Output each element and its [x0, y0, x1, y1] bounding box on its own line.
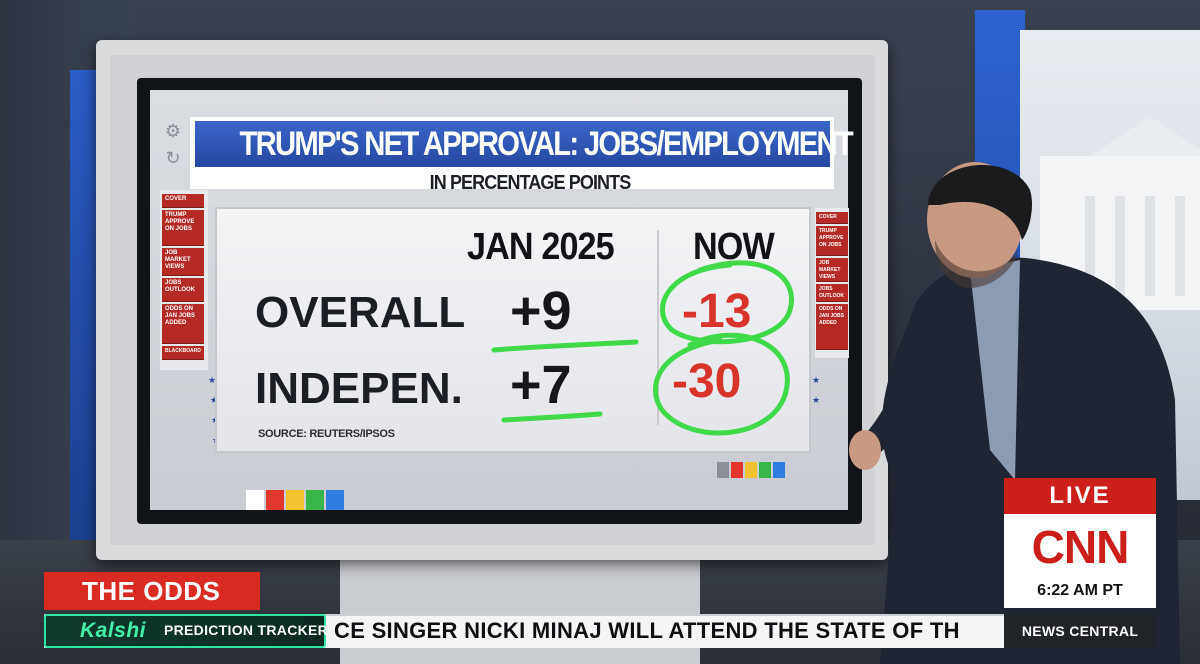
kalshi-badge	[44, 614, 326, 648]
presenter-hand	[849, 430, 881, 470]
value-independents-now: -30	[672, 355, 742, 408]
star-icon: ★	[208, 375, 217, 385]
value-independents-jan-2025: +7	[510, 355, 572, 415]
white-house-column	[1085, 196, 1095, 296]
presenter-hair	[928, 164, 1033, 240]
column-header-jan-2025: JAN 2025	[467, 226, 615, 268]
color-swatch-blue[interactable]	[326, 490, 344, 510]
white-house-column	[1175, 196, 1185, 296]
live-badge: LIVE	[1004, 478, 1156, 514]
right-menu-item-odds[interactable]: ODDS ON JAN JOBS ADDED	[816, 304, 848, 350]
left-menu-item-job-market[interactable]: JOB MARKET VIEWS	[162, 248, 204, 276]
presenter-arm	[860, 340, 945, 460]
right-menu-item-jobs-outlook[interactable]: JOBS OUTLOOK	[816, 284, 848, 302]
right-menu-item-job-market[interactable]: JOB MARKET VIEWS	[816, 258, 848, 282]
color-swatch-red[interactable]	[731, 462, 743, 478]
left-menu-item-blackboard[interactable]: BLACKBOARD	[162, 346, 204, 360]
presenter-shirt	[970, 260, 1020, 480]
white-house-backdrop	[1040, 116, 1200, 310]
source-note: SOURCE: REUTERS/IPSOS	[258, 428, 395, 440]
prediction-tracker-label: PREDICTION TRACKER	[164, 622, 329, 638]
monitor-stand	[340, 560, 700, 664]
white-house-column	[1115, 196, 1125, 296]
graphic-subtitle: IN PERCENTAGE POINTS	[429, 172, 632, 194]
left-menu-item-cover[interactable]: COVER	[162, 194, 204, 208]
presenter-beard	[935, 240, 1018, 289]
graphic-title: TRUMP'S NET APPROVAL: JOBS/EMPLOYMENT	[239, 125, 853, 163]
left-menu-item-trump-approve[interactable]: TRUMP APPROVE ON JOBS	[162, 210, 204, 246]
segment-tag: THE ODDS	[44, 572, 260, 610]
row-label-independents: INDEPEN.	[255, 364, 463, 413]
cnn-logo: CNN	[1031, 521, 1130, 573]
row-label-overall: OVERALL	[255, 288, 466, 337]
value-overall-now: -13	[682, 285, 752, 338]
white-house-pediment	[1090, 116, 1200, 156]
left-menu-item-odds[interactable]: ODDS ON JAN JOBS ADDED	[162, 304, 204, 344]
kalshi-logo: Kalshi	[80, 619, 147, 642]
star-icon: ★	[210, 395, 218, 406]
star-icon: ★	[812, 375, 821, 385]
ticker-text: CE SINGER NICKI MINAJ WILL ATTEND THE ST…	[334, 618, 960, 643]
cnn-bug	[1004, 514, 1156, 608]
column-header-now: NOW	[693, 226, 775, 268]
star-icon: ★	[812, 395, 821, 405]
column-divider	[657, 230, 659, 425]
white-house-column	[1145, 196, 1155, 296]
right-menu-item-trump-approve[interactable]: TRUMP APPROVE ON JOBS	[816, 226, 848, 256]
color-swatch-red[interactable]	[266, 490, 284, 510]
refresh-icon[interactable]: ↻	[165, 148, 181, 168]
color-swatch-yellow[interactable]	[745, 462, 757, 478]
color-swatch-yellow[interactable]	[286, 490, 304, 510]
color-swatch-gray[interactable]	[717, 462, 729, 478]
headline-background	[195, 121, 830, 167]
color-swatch-green[interactable]	[759, 462, 771, 478]
value-overall-jan-2025: +9	[510, 281, 572, 341]
time-display: 6:22 AM PT	[1037, 582, 1123, 599]
color-swatch-white[interactable]	[246, 490, 264, 510]
left-menu-item-jobs-outlook[interactable]: JOBS OUTLOOK	[162, 278, 204, 302]
color-swatch-green[interactable]	[306, 490, 324, 510]
color-swatch-blue[interactable]	[773, 462, 785, 478]
gear-icon[interactable]: ⚙	[164, 121, 182, 141]
show-name: NEWS CENTRAL	[1004, 614, 1156, 648]
right-menu-item-cover[interactable]: COVER	[816, 212, 848, 224]
